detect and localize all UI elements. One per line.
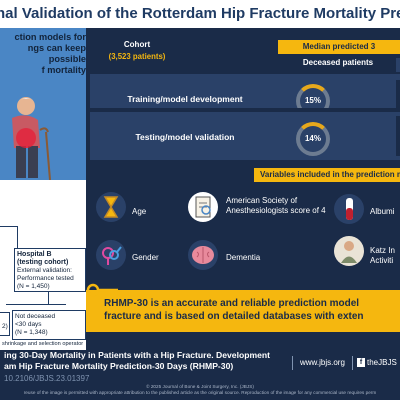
outcome-fragment: 2)	[2, 323, 8, 330]
intro-line: f mortality	[41, 65, 86, 75]
next-column-edge	[396, 58, 400, 72]
gender-icon	[96, 240, 126, 270]
row-label: Training/model development	[127, 94, 243, 104]
outcome-line: (N = 1,348)	[15, 329, 48, 336]
intro-line: ngs can keep	[27, 43, 86, 53]
hospital-line: Performance tested	[17, 275, 74, 282]
doi-link[interactable]: 10.2106/JBJS.23.01397	[4, 374, 90, 383]
hospital-line: External validation:	[17, 267, 72, 274]
row-divider	[90, 108, 400, 112]
variable-label: Katz In Activiti	[370, 246, 395, 265]
elderly-person-icon	[334, 236, 364, 266]
median-header: Median predicted 3	[278, 40, 400, 54]
notice-text: reuse of the image is permitted with app…	[23, 390, 377, 395]
footer	[0, 350, 400, 400]
footer-citation: ing 30-Day Mortality in Patients with a …	[0, 350, 294, 372]
conclusion-line: RHMP-30 is an accurate and reliable pred…	[104, 298, 360, 309]
social-link[interactable]: theJBJS	[367, 358, 397, 367]
hospital-title: Hospital B	[17, 251, 52, 258]
clipboard-icon	[188, 192, 218, 222]
variable-label: Age	[132, 207, 147, 216]
conclusion-banner: RHMP-30 is an accurate and reliable pred…	[86, 290, 400, 332]
variables-header-spacer	[90, 168, 254, 182]
footer-divider	[292, 356, 293, 370]
not-deceased-box: Not deceased <30 days (N = 1,348)	[12, 310, 86, 340]
column-divider	[396, 80, 400, 122]
test-tube-icon	[334, 194, 364, 224]
variable-label: Albumi	[370, 207, 395, 216]
copyright-text: © 2025 Journal of Bone & Joint Surgery, …	[146, 384, 254, 389]
brain-icon	[188, 240, 218, 270]
page-title: nal Validation of the Rotterdam Hip Frac…	[0, 0, 400, 28]
hospital-line: (N = 1,450)	[17, 283, 50, 290]
outcome-box-fragment: 2)	[0, 312, 10, 336]
variable-label: Gender	[132, 253, 159, 262]
cohort-count: (3,523 patients)	[108, 52, 166, 61]
deceased-header: Deceased patients	[302, 58, 374, 67]
conclusion-line: fracture and is based on detailed databa…	[104, 311, 364, 322]
citation-line: ing 30-Day Mortality in Patients with a …	[4, 350, 270, 360]
variable-label: American Society of Anesthesiologists sc…	[226, 196, 326, 215]
footer-legal: © 2025 Journal of Bone & Joint Surgery, …	[0, 384, 400, 396]
flow-connector	[48, 292, 49, 304]
flow-footnote: shrinkage and selection operator	[2, 341, 84, 347]
citation-line: am Hip Fracture Mortality Prediction-30 …	[4, 361, 234, 371]
facebook-icon[interactable]: f	[357, 358, 365, 367]
website-link[interactable]: www.jbjs.org	[300, 358, 345, 367]
hospital-b-box: Hospital B (testing cohort) External val…	[14, 248, 86, 292]
hospital-sub: (testing cohort)	[17, 259, 69, 266]
variables-header: Variables included in the prediction mod…	[254, 168, 400, 182]
elderly-person-illustration	[12, 97, 51, 181]
flow-connector	[0, 226, 18, 227]
flow-connector	[17, 226, 18, 248]
hourglass-icon	[96, 192, 126, 222]
outcome-line: Not deceased	[15, 313, 56, 320]
column-divider	[396, 116, 400, 156]
outcome-line: <30 days	[15, 321, 42, 328]
intro-text: ction models for ngs can keep possible f…	[6, 32, 86, 76]
key-icon	[86, 283, 118, 297]
intro-panel	[0, 28, 86, 180]
intro-line: possible	[48, 54, 86, 64]
row-label: Testing/model validation	[135, 132, 235, 142]
footer-divider	[352, 356, 353, 370]
table-row: Testing/model validation 14%	[90, 112, 400, 160]
percent-ring: 14%	[296, 122, 330, 156]
variable-label: Dementia	[226, 253, 261, 262]
cohort-header: Cohort	[123, 40, 151, 49]
flow-connector	[6, 304, 66, 305]
intro-line: ction models for	[14, 32, 86, 42]
